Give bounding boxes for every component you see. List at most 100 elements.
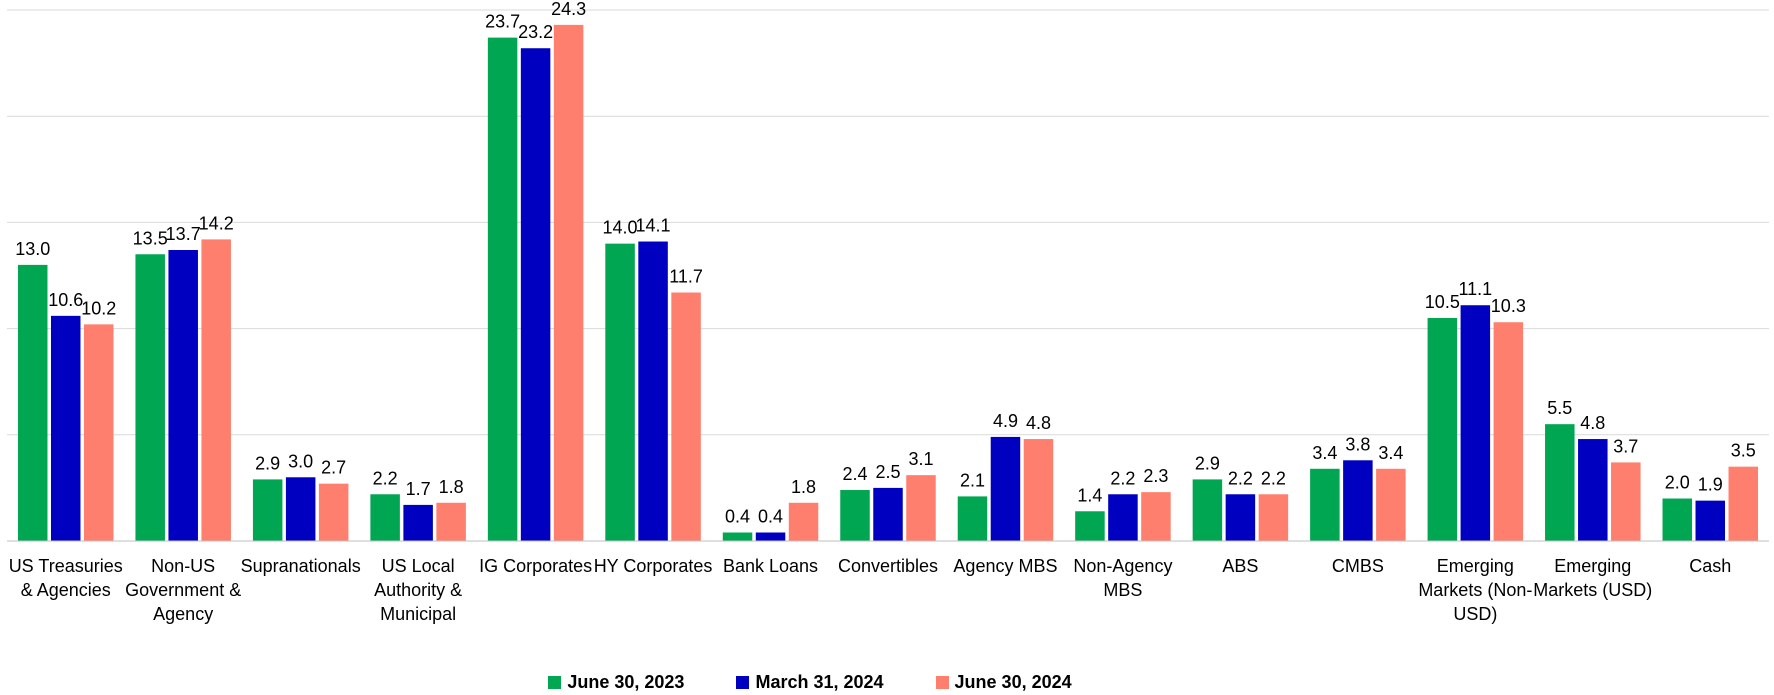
data-label: 2.2	[1110, 468, 1135, 488]
data-label: 23.2	[518, 22, 553, 42]
bar	[1460, 305, 1491, 541]
x-tick-label: US Local Authority & Municipal	[374, 556, 463, 624]
bar	[1258, 494, 1289, 541]
data-label: 23.7	[485, 12, 520, 32]
bar	[638, 241, 668, 542]
data-label: 4.8	[1026, 413, 1051, 433]
bar	[17, 264, 48, 541]
data-label: 24.3	[551, 0, 586, 19]
data-label: 14.1	[636, 216, 671, 236]
bar	[906, 475, 936, 541]
legend-swatch	[935, 676, 949, 689]
bar	[1108, 494, 1138, 541]
bar	[487, 37, 518, 541]
x-tick-label: Cash	[1689, 556, 1732, 576]
data-label: 0.4	[725, 507, 750, 527]
data-label: 5.5	[1547, 398, 1572, 418]
data-label: 2.9	[255, 453, 280, 473]
bar	[1578, 439, 1608, 541]
bar	[318, 483, 349, 541]
x-tick-label: Supranationals	[240, 556, 361, 576]
bar	[1225, 494, 1256, 541]
bar	[722, 532, 753, 541]
legend-label: June 30, 2023	[567, 672, 685, 692]
legend-swatch	[548, 676, 562, 689]
data-label: 14.0	[603, 218, 638, 238]
x-tick-label: ABS	[1222, 556, 1259, 576]
data-label: 3.5	[1731, 441, 1756, 461]
x-tick-label: US Treasuries & Agencies	[8, 556, 123, 600]
bar	[1192, 479, 1223, 541]
bar	[553, 24, 584, 542]
data-label: 13.7	[166, 224, 201, 244]
bar	[840, 490, 870, 541]
x-tick-label: Emerging Markets (Non-USD)	[1418, 556, 1533, 624]
data-label: 2.7	[321, 458, 346, 478]
data-label: 1.8	[439, 477, 464, 497]
x-tick-label: HY Corporates	[593, 556, 713, 576]
data-label: 2.3	[1143, 466, 1168, 486]
data-label: 3.1	[908, 449, 933, 469]
bar	[1376, 468, 1406, 541]
data-label: 1.8	[791, 477, 816, 497]
data-label: 3.7	[1613, 436, 1638, 456]
data-label: 4.8	[1580, 413, 1605, 433]
bar	[252, 479, 283, 541]
bar	[520, 48, 551, 542]
bar	[285, 477, 316, 541]
data-label: 2.2	[1228, 468, 1253, 488]
bar	[990, 436, 1021, 541]
x-tick-label: Non-US Government & Agency	[125, 556, 242, 624]
data-label: 3.4	[1378, 443, 1403, 463]
data-label: 3.0	[288, 451, 313, 471]
legend-item: June 30, 2023	[548, 672, 684, 693]
legend-label: March 31, 2024	[755, 672, 884, 692]
data-label: 2.4	[842, 464, 867, 484]
data-label: 13.0	[15, 239, 50, 259]
bar	[873, 487, 903, 541]
legend-item: June 30, 2024	[935, 672, 1072, 693]
data-label: 2.0	[1665, 473, 1690, 493]
bar	[605, 243, 635, 541]
x-tick-label: IG Corporates	[479, 556, 593, 576]
bar	[1023, 439, 1054, 541]
legend-label: June 30, 2024	[954, 672, 1072, 692]
x-tick-label: CMBS	[1331, 556, 1384, 576]
data-label: 3.4	[1312, 443, 1337, 463]
data-label: 3.8	[1345, 434, 1370, 454]
data-label: 2.5	[875, 462, 900, 482]
bar	[436, 502, 466, 541]
bar	[135, 254, 165, 541]
bar	[755, 532, 786, 541]
data-label: 2.2	[373, 468, 398, 488]
data-label: 2.1	[960, 470, 985, 490]
bar	[50, 315, 81, 541]
bar	[1493, 322, 1524, 541]
legend: June 30, 2023 March 31, 2024 June 30, 2024	[0, 672, 1620, 693]
data-label: 1.9	[1698, 475, 1723, 495]
data-label: 10.5	[1425, 292, 1460, 312]
data-label: 11.7	[669, 266, 703, 286]
x-tick-label: Bank Loans	[722, 556, 819, 576]
data-label: 13.5	[133, 228, 168, 248]
bar	[957, 496, 988, 541]
legend-item: March 31, 2024	[736, 672, 884, 693]
bar	[1141, 492, 1171, 541]
bar	[1611, 462, 1641, 541]
x-tick-label: Non-Agency MBS	[1073, 556, 1173, 600]
data-label: 0.4	[758, 507, 783, 527]
data-label: 10.2	[81, 298, 116, 318]
data-label: 10.3	[1491, 296, 1526, 316]
data-label: 1.7	[406, 479, 431, 499]
data-label: 2.9	[1195, 453, 1220, 473]
bar	[168, 250, 198, 541]
bar	[83, 324, 114, 541]
data-label: 10.6	[48, 290, 83, 310]
bar	[1695, 500, 1726, 541]
data-label: 4.9	[993, 411, 1018, 431]
bar	[1545, 424, 1575, 541]
bar	[671, 292, 701, 541]
legend-swatch	[736, 676, 750, 689]
